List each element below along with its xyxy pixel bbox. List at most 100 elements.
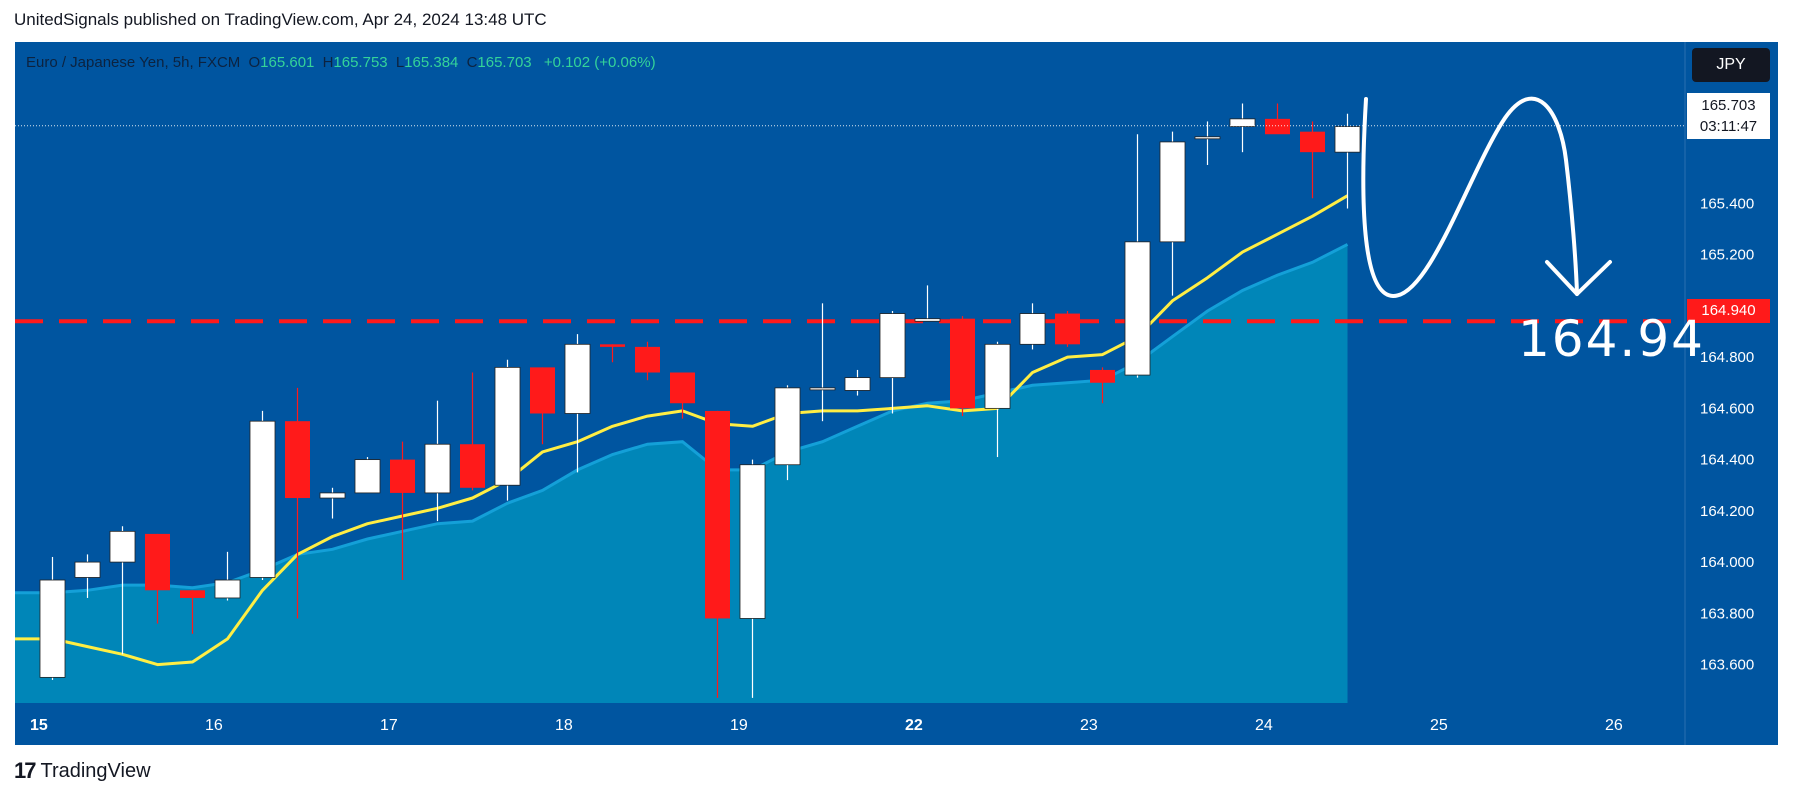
candle[interactable]: [319, 487, 346, 519]
legend-close-value: 165.703: [477, 54, 532, 71]
candle-body: [670, 372, 695, 404]
candle[interactable]: [1194, 121, 1221, 165]
candle-body: [809, 387, 836, 391]
time-axis-tick: 26: [1605, 717, 1623, 734]
time-axis-tick: 24: [1255, 717, 1273, 734]
candle[interactable]: [809, 303, 836, 422]
candle-body: [109, 530, 136, 563]
candle-body: [494, 366, 521, 486]
candle[interactable]: [1019, 303, 1046, 350]
candle[interactable]: [670, 372, 695, 419]
candle[interactable]: [774, 385, 801, 481]
footer-brand[interactable]: TradingView: [40, 759, 151, 782]
candle-body: [1194, 136, 1221, 140]
candle[interactable]: [984, 341, 1011, 458]
candle[interactable]: [705, 410, 730, 698]
candle[interactable]: [145, 533, 170, 624]
candle[interactable]: [1334, 113, 1361, 209]
candle-body: [1124, 241, 1151, 376]
candle[interactable]: [494, 359, 521, 501]
price-axis-tick: 164.200: [1700, 503, 1754, 520]
candle-body: [390, 459, 415, 493]
price-axis-tick: 163.600: [1700, 657, 1754, 674]
current-price-value: 165.703: [1701, 97, 1756, 114]
candle-body: [1334, 126, 1361, 153]
price-axis-tick: 164.800: [1700, 349, 1754, 366]
candle-body: [1090, 369, 1115, 383]
candle-body: [285, 421, 310, 499]
candle-body: [739, 464, 766, 619]
candle[interactable]: [424, 400, 451, 522]
candle-body: [460, 444, 485, 488]
candle[interactable]: [1124, 134, 1151, 378]
price-axis-tick: 164.600: [1700, 400, 1754, 417]
time-axis-tick: 16: [205, 717, 223, 734]
candle[interactable]: [1265, 103, 1290, 135]
candle-body: [74, 561, 101, 578]
candle-body: [705, 410, 730, 619]
time-axis-tick: 18: [555, 717, 573, 734]
legend-open-key: O: [248, 54, 261, 71]
candle[interactable]: [739, 459, 766, 698]
target-annotation: 164.94: [1518, 310, 1705, 368]
currency-button[interactable]: JPY: [1692, 48, 1770, 82]
candle[interactable]: [530, 367, 555, 445]
candle[interactable]: [844, 369, 871, 396]
price-axis-background: [1685, 42, 1778, 745]
candle-body: [774, 387, 801, 466]
candle-body: [1265, 118, 1290, 135]
candle[interactable]: [1090, 367, 1115, 404]
candle[interactable]: [109, 526, 136, 655]
candle-body: [354, 459, 381, 494]
time-axis-tick: 17: [380, 717, 398, 734]
candle[interactable]: [180, 590, 205, 634]
candle[interactable]: [879, 311, 906, 414]
candle[interactable]: [914, 285, 941, 322]
legend-close-key: C: [466, 54, 478, 71]
candle[interactable]: [390, 441, 415, 581]
price-axis-tick: 163.800: [1700, 605, 1754, 622]
candle-body: [145, 533, 170, 591]
footer: 17 TradingView: [14, 758, 151, 784]
time-axis-tick: 22: [905, 717, 923, 734]
candle-body: [249, 420, 276, 578]
candle-body: [1229, 118, 1256, 127]
time-axis-tick: 15: [30, 717, 48, 734]
candle[interactable]: [635, 341, 660, 381]
candle[interactable]: [285, 387, 310, 619]
candle-body: [600, 344, 625, 347]
candle-body: [214, 579, 241, 599]
candle[interactable]: [1055, 311, 1080, 347]
candle[interactable]: [564, 334, 591, 473]
candle[interactable]: [1229, 103, 1256, 153]
area-series-fill: [15, 244, 1348, 703]
candle-body: [1300, 131, 1325, 153]
candle[interactable]: [460, 372, 485, 491]
time-axis-tick: 23: [1080, 717, 1098, 734]
candle[interactable]: [249, 410, 276, 581]
candle-body: [1159, 141, 1186, 243]
candle-body: [1019, 313, 1046, 345]
candle[interactable]: [950, 316, 975, 417]
candle[interactable]: [74, 554, 101, 598]
time-axis-background: [15, 703, 1685, 745]
candle-body: [564, 343, 591, 414]
bar-countdown: 03:11:47: [1699, 118, 1758, 135]
legend-symbol: Euro / Japanese Yen, 5h, FXCM: [26, 54, 241, 71]
candle[interactable]: [1300, 121, 1325, 199]
candle[interactable]: [214, 551, 241, 601]
candle[interactable]: [600, 344, 625, 363]
candle[interactable]: [39, 556, 66, 680]
price-axis-tick: 165.400: [1700, 195, 1754, 212]
time-axis-tick: 19: [730, 717, 748, 734]
tradingview-logo-icon[interactable]: 17: [14, 758, 37, 783]
legend-low-value: 165.384: [404, 54, 459, 71]
candle-body: [530, 367, 555, 414]
candle[interactable]: [354, 457, 381, 494]
candle-body: [914, 318, 941, 322]
legend-high-key: H: [322, 54, 334, 71]
price-axis-tick: 164.400: [1700, 452, 1754, 469]
candle-body: [879, 313, 906, 379]
candle[interactable]: [1159, 131, 1186, 296]
